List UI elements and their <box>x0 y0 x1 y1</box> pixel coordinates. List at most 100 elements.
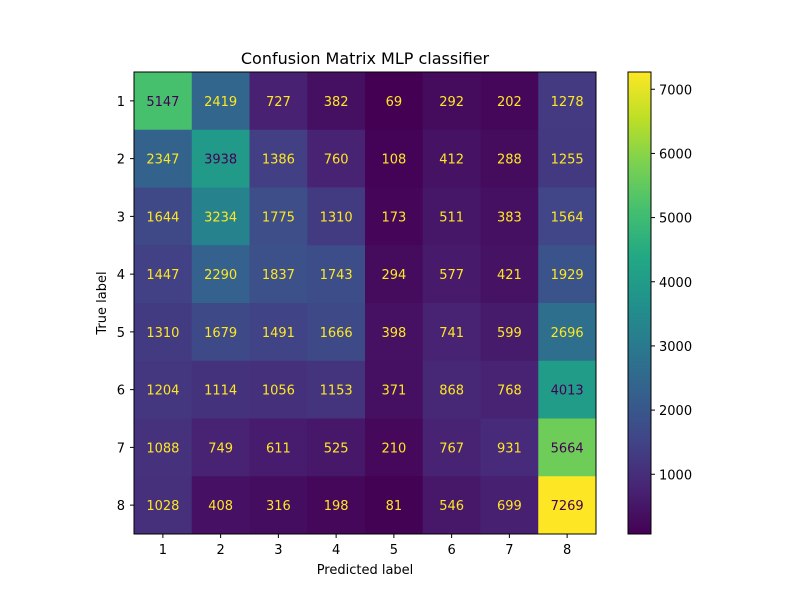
heatmap-cell <box>249 72 308 131</box>
heatmap-cell <box>134 245 193 304</box>
cell-value-label: 868 <box>439 384 464 399</box>
cell-value-label: 1255 <box>551 153 584 168</box>
cell-value-label: 288 <box>497 153 522 168</box>
heatmap-cell <box>538 418 597 477</box>
heatmap-cell <box>249 245 308 304</box>
cell-value-label: 421 <box>497 268 522 283</box>
heatmap-cell <box>307 129 366 188</box>
heatmap-cell <box>480 129 539 188</box>
cell-value-label: 210 <box>381 441 406 456</box>
cell-value-label: 741 <box>439 326 464 341</box>
heatmap-cell <box>480 418 539 477</box>
heatmap-cell <box>191 187 250 246</box>
heatmap-cell <box>249 418 308 477</box>
cell-value-label: 1310 <box>146 326 179 341</box>
cell-value-label: 2290 <box>204 268 237 283</box>
colorbar-tick-label: 7000 <box>659 83 692 98</box>
heatmap-cell <box>191 303 250 362</box>
heatmap-cell <box>538 476 597 535</box>
cell-value-label: 408 <box>208 499 233 514</box>
cell-value-label: 2696 <box>551 326 584 341</box>
y-axis-ticks: 1 2 3 4 5 6 7 8 <box>117 95 134 514</box>
heatmap-cell <box>538 303 597 362</box>
cell-value-label: 1564 <box>551 210 584 225</box>
heatmap-cell <box>249 303 308 362</box>
cell-value-label: 294 <box>381 268 406 283</box>
colorbar-tick-label: 1000 <box>659 468 692 483</box>
heatmap-cell <box>191 245 250 304</box>
cell-value-label: 69 <box>386 95 403 110</box>
heatmap-cell <box>538 187 597 246</box>
heatmap-cell <box>480 360 539 419</box>
heatmap-cell <box>307 187 366 246</box>
heatmap-cell <box>249 129 308 188</box>
heatmap-cell <box>538 245 597 304</box>
heatmap-cell <box>538 129 597 188</box>
cell-value-label: 1491 <box>262 326 295 341</box>
y-tick-label: 7 <box>117 441 125 456</box>
y-tick-label: 2 <box>117 153 125 168</box>
heatmap-cell <box>134 303 193 362</box>
heatmap-cell <box>538 72 597 131</box>
y-tick-label: 1 <box>117 95 125 110</box>
cell-labels: 5147 2419 727 382 69 292 202 1278 2347 3938 1386 76… <box>146 95 583 514</box>
heatmap-cell <box>134 72 193 131</box>
colorbar-ticks: 1000 2000 3000 4000 5000 6000 7000 <box>651 83 692 483</box>
y-tick-label: 3 <box>117 210 125 225</box>
cell-value-label: 292 <box>439 95 464 110</box>
heatmap-cell <box>365 418 424 477</box>
x-tick-label: 7 <box>505 543 513 558</box>
heatmap-cell <box>307 418 366 477</box>
x-axis-label: Predicted label <box>317 563 414 578</box>
heatmap-cell <box>365 303 424 362</box>
heatmap-cell <box>191 476 250 535</box>
x-tick-label: 3 <box>274 543 282 558</box>
heatmap-cell <box>422 129 481 188</box>
heatmap-cell <box>307 245 366 304</box>
heatmap-cell <box>365 187 424 246</box>
heatmap-cell <box>191 360 250 419</box>
heatmap-cell <box>480 72 539 131</box>
heatmap-cell <box>480 245 539 304</box>
heatmap-cell <box>422 303 481 362</box>
cell-value-label: 767 <box>439 441 464 456</box>
x-tick-label: 2 <box>216 543 224 558</box>
chart-title: Confusion Matrix MLP classifier <box>241 49 490 68</box>
cell-value-label: 1837 <box>262 268 295 283</box>
cell-value-label: 173 <box>381 210 406 225</box>
heatmap-cell <box>422 245 481 304</box>
cell-value-label: 599 <box>497 326 522 341</box>
heatmap-cell <box>480 476 539 535</box>
heatmap-cell <box>365 245 424 304</box>
cell-value-label: 511 <box>439 210 464 225</box>
cell-value-label: 371 <box>381 384 406 399</box>
y-tick-label: 8 <box>117 499 125 514</box>
heatmap-cell <box>365 476 424 535</box>
cell-value-label: 3234 <box>204 210 237 225</box>
y-tick-label: 4 <box>117 268 125 283</box>
heatmap-cell <box>480 303 539 362</box>
heatmap-cell <box>134 129 193 188</box>
heatmap-cell <box>307 72 366 131</box>
heatmap-cell <box>134 476 193 535</box>
cell-value-label: 727 <box>266 95 291 110</box>
cell-value-label: 1204 <box>146 384 179 399</box>
cell-value-label: 1386 <box>262 153 295 168</box>
cell-value-label: 768 <box>497 384 522 399</box>
cell-value-label: 1028 <box>146 499 179 514</box>
cell-value-label: 382 <box>324 95 349 110</box>
cell-value-label: 5664 <box>551 441 584 456</box>
cell-value-label: 1447 <box>146 268 179 283</box>
heatmap-cell <box>422 72 481 131</box>
x-axis-ticks: 1 2 3 4 5 6 7 8 <box>159 534 571 558</box>
heatmap-cells <box>134 72 597 535</box>
cell-value-label: 1679 <box>204 326 237 341</box>
heatmap-cell <box>249 360 308 419</box>
cell-value-label: 2347 <box>146 153 179 168</box>
y-tick-label: 6 <box>117 384 125 399</box>
heatmap-cell <box>134 360 193 419</box>
x-tick-label: 8 <box>563 543 571 558</box>
cell-value-label: 931 <box>497 441 522 456</box>
